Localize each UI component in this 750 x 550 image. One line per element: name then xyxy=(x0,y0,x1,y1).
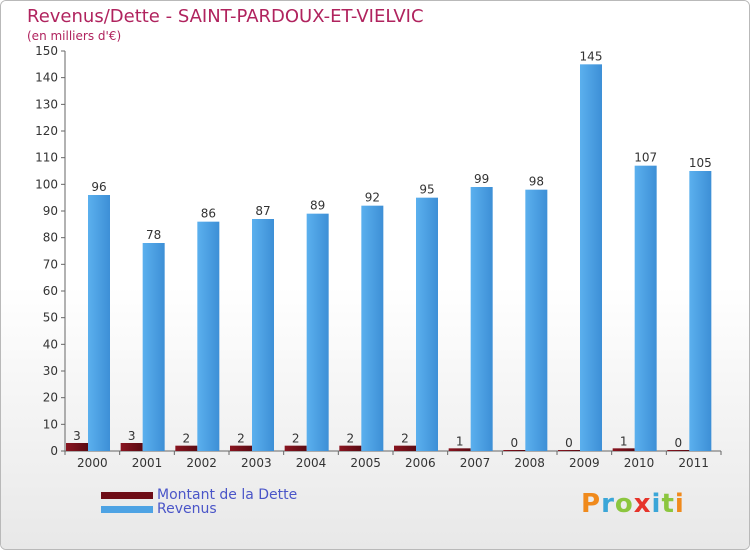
x-tick-label: 2005 xyxy=(350,456,381,470)
debt-bar xyxy=(66,443,88,451)
chart-title: Revenus/Dette - SAINT-PARDOUX-ET-VIELVIC xyxy=(27,6,424,27)
legend-swatch-revenue xyxy=(101,505,153,513)
x-tick-label: 2003 xyxy=(241,456,272,470)
legend-label-revenue: Revenus xyxy=(157,501,217,517)
legend-swatch-debt xyxy=(101,491,153,499)
revenue-value-label: 96 xyxy=(91,180,106,194)
debt-value-label: 2 xyxy=(183,432,191,446)
y-tick-label: 90 xyxy=(43,204,58,218)
debt-bar xyxy=(120,443,143,451)
debt-value-label: 0 xyxy=(675,436,683,450)
proxiti-logo: Proxiti xyxy=(581,489,685,519)
debt-value-label: 2 xyxy=(401,432,409,446)
revenue-value-label: 145 xyxy=(580,49,603,63)
x-tick-label: 2008 xyxy=(514,456,545,470)
revenue-value-label: 92 xyxy=(365,191,380,205)
logo-letter: o xyxy=(614,489,634,519)
debt-bar xyxy=(394,445,416,451)
x-tick-label: 2004 xyxy=(296,456,327,470)
x-tick-label: 2010 xyxy=(624,456,655,470)
revenue-bar xyxy=(634,165,657,451)
debt-value-label: 2 xyxy=(292,432,300,446)
y-tick-label: 40 xyxy=(43,337,58,351)
revenue-value-label: 78 xyxy=(146,228,161,242)
y-tick-label: 0 xyxy=(50,444,58,458)
debt-value-label: 3 xyxy=(73,429,81,443)
revenue-bar xyxy=(252,219,274,451)
debt-value-label: 2 xyxy=(237,432,245,446)
revenue-bar xyxy=(361,205,384,451)
revenue-value-label: 99 xyxy=(474,172,489,186)
legend-item-debt: Montant de la Dette xyxy=(101,487,297,503)
debt-value-label: 2 xyxy=(347,432,355,446)
revenue-bar xyxy=(142,243,165,451)
debt-bar xyxy=(503,450,526,451)
debt-bar xyxy=(230,445,252,451)
revenue-bar xyxy=(689,171,712,451)
revenue-bar xyxy=(306,213,329,451)
legend-label-debt: Montant de la Dette xyxy=(157,487,298,503)
debt-value-label: 3 xyxy=(128,429,136,443)
debt-value-label: 0 xyxy=(511,436,519,450)
logo-letter: P xyxy=(581,489,602,519)
revenue-value-label: 95 xyxy=(419,183,434,197)
revenue-value-label: 105 xyxy=(689,156,712,170)
debt-bar xyxy=(558,450,580,451)
logo-letter: i xyxy=(651,489,662,519)
revenue-bar xyxy=(580,64,602,452)
y-tick-label: 130 xyxy=(35,97,58,111)
revenue-value-label: 87 xyxy=(255,204,270,218)
y-tick-label: 20 xyxy=(43,391,58,405)
debt-bar xyxy=(612,448,635,451)
logo-letter: r xyxy=(601,489,615,519)
x-tick-label: 2009 xyxy=(569,456,600,470)
revenue-value-label: 86 xyxy=(201,207,216,221)
revenue-bar xyxy=(470,187,493,451)
debt-bar xyxy=(667,450,690,451)
debt-value-label: 1 xyxy=(456,434,464,448)
y-tick-label: 10 xyxy=(43,417,58,431)
y-tick-label: 30 xyxy=(43,364,58,378)
y-tick-label: 60 xyxy=(43,284,58,298)
debt-bar xyxy=(339,445,362,451)
x-tick-label: 2001 xyxy=(132,456,163,470)
revenue-value-label: 89 xyxy=(310,199,325,213)
debt-value-label: 1 xyxy=(620,434,628,448)
revenue-value-label: 98 xyxy=(529,175,544,189)
chart-subtitle: (en milliers d'€) xyxy=(27,29,122,43)
debt-bar xyxy=(284,445,307,451)
debt-bar xyxy=(448,448,471,451)
y-tick-label: 50 xyxy=(43,311,58,325)
logo-letter: x xyxy=(633,489,652,519)
y-tick-label: 70 xyxy=(43,257,58,271)
x-tick-label: 2000 xyxy=(77,456,108,470)
revenue-value-label: 107 xyxy=(634,151,657,165)
revenue-bar xyxy=(88,195,110,451)
x-tick-label: 2002 xyxy=(186,456,217,470)
x-tick-label: 2006 xyxy=(405,456,436,470)
debt-value-label: 0 xyxy=(565,436,573,450)
y-tick-label: 80 xyxy=(43,231,58,245)
x-tick-label: 2007 xyxy=(460,456,491,470)
y-tick-label: 110 xyxy=(35,151,58,165)
legend-item-revenue: Revenus xyxy=(101,501,217,517)
y-tick-label: 120 xyxy=(35,124,58,138)
y-tick-label: 100 xyxy=(35,177,58,191)
x-tick-label: 2011 xyxy=(678,456,709,470)
y-tick-label: 140 xyxy=(35,71,58,85)
revenue-bar xyxy=(197,221,220,451)
y-tick-label: 150 xyxy=(35,44,58,58)
logo-letter: t xyxy=(661,489,675,519)
revenue-bar xyxy=(416,197,438,451)
revenue-bar xyxy=(525,189,548,451)
logo-letter: i xyxy=(674,489,685,519)
debt-bar xyxy=(175,445,198,451)
